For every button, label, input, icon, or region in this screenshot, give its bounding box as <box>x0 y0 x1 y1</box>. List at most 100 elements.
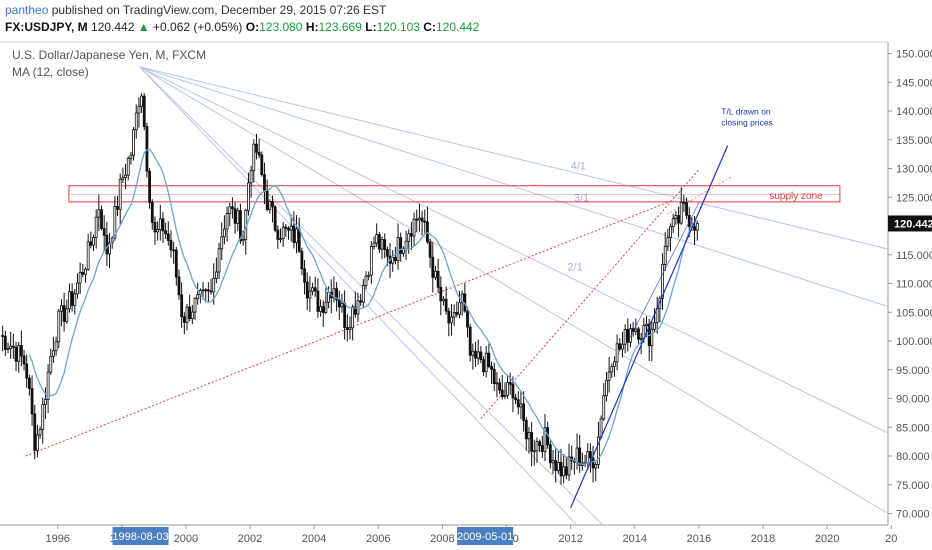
candle-body <box>108 242 111 255</box>
candle-body <box>268 200 272 210</box>
candle-body <box>129 154 133 159</box>
candle-body <box>196 294 200 299</box>
candle-body <box>260 154 264 176</box>
candle-body <box>607 371 611 381</box>
candle-body <box>556 462 560 472</box>
y-tick-label: 110.000 <box>896 279 932 291</box>
candle-body <box>1 335 5 337</box>
candle-body <box>257 151 261 156</box>
candle-body <box>372 242 376 247</box>
candle-body <box>685 202 688 216</box>
trend-line-inner <box>627 202 700 342</box>
candle-body <box>540 445 544 452</box>
candle-body <box>399 237 403 254</box>
date-badge <box>457 527 514 545</box>
candle-body <box>479 351 483 361</box>
candle-body <box>621 343 624 350</box>
candle-body <box>177 276 181 296</box>
candle-body <box>353 306 357 315</box>
candle-body <box>70 291 74 306</box>
candle-body <box>597 436 600 465</box>
candle-body <box>233 208 237 224</box>
x-tick-label: 2012 <box>558 533 582 545</box>
candle-body <box>271 200 274 208</box>
candle-body <box>206 289 210 292</box>
y-tick-label: 75.000 <box>896 480 930 492</box>
fan-lines: 4/1 3/1 2/1 <box>139 66 889 526</box>
candle-body <box>613 361 616 367</box>
candle-body <box>161 218 165 232</box>
candle-body <box>78 272 82 284</box>
candle-body <box>76 282 79 295</box>
candle-body <box>377 234 381 250</box>
supply-zone-label: supply zone <box>769 191 823 202</box>
candle-body <box>311 287 314 292</box>
candle-body <box>359 300 363 303</box>
candle-body <box>474 350 477 359</box>
x-tick-label: 2018 <box>751 533 775 545</box>
candle-body <box>249 170 253 184</box>
moving-average <box>28 148 698 465</box>
date-badge <box>112 527 169 545</box>
candle-body <box>142 95 146 127</box>
candle-body <box>105 234 109 255</box>
candle-body <box>535 441 539 452</box>
y-tick-label: 140.000 <box>896 106 932 118</box>
candle-body <box>426 221 429 243</box>
candle-body <box>252 143 256 172</box>
candle-body <box>514 397 517 401</box>
open-label: O: <box>245 20 260 34</box>
candle-body <box>124 174 127 178</box>
candle-body <box>174 249 178 278</box>
candle-body <box>605 379 608 397</box>
candle-body <box>324 301 328 313</box>
candle-body <box>524 419 528 440</box>
trend-line <box>570 145 729 508</box>
candle-body <box>3 335 7 350</box>
candle-body <box>118 178 122 210</box>
candle-body <box>17 345 21 362</box>
candle-body <box>508 382 512 385</box>
candle-body <box>527 432 531 440</box>
candle-body <box>73 293 77 306</box>
candle-body <box>164 230 168 235</box>
candle-body <box>450 316 453 324</box>
candle-body <box>36 434 39 451</box>
x-tick-label: 20 <box>885 533 897 545</box>
candle-body <box>27 377 31 389</box>
candle-body <box>522 403 526 421</box>
candle-body <box>492 368 496 384</box>
candle-body <box>65 308 69 322</box>
candle-body <box>439 286 443 302</box>
candle-body <box>519 403 523 408</box>
indicator-label[interactable]: MA (12, close) <box>12 65 89 79</box>
candle-body <box>391 257 395 264</box>
candle-body <box>412 218 416 237</box>
candle-body <box>554 460 558 472</box>
candle-body <box>663 245 667 265</box>
candle-body <box>682 201 686 204</box>
candle-body <box>30 388 34 415</box>
candle-body <box>300 250 304 270</box>
candle-body <box>511 383 515 399</box>
candle-body <box>466 310 469 328</box>
candle-body <box>92 237 95 246</box>
candle-body <box>645 323 648 326</box>
candle-body <box>308 290 312 299</box>
fan-label: 4/1 <box>571 161 586 173</box>
price-chart[interactable]: 4/1 3/1 2/1 supply zone 150.000 145.000 140.… <box>0 38 932 550</box>
last-price: 120.442 <box>91 20 135 34</box>
candle-body <box>169 240 173 251</box>
fan-label: 2/1 <box>567 261 582 273</box>
candle-body <box>695 223 699 231</box>
candle-body <box>46 371 50 400</box>
candle-body <box>225 213 229 230</box>
annotation-text: closing prices <box>721 117 773 127</box>
low-value: 120.103 <box>376 20 420 34</box>
author-link[interactable]: pantheo <box>5 3 49 17</box>
x-tick-label: 2016 <box>687 533 711 545</box>
publish-line: pantheo published on TradingView.com, De… <box>5 3 386 17</box>
candle-body <box>407 233 411 242</box>
candle-body <box>564 466 568 476</box>
